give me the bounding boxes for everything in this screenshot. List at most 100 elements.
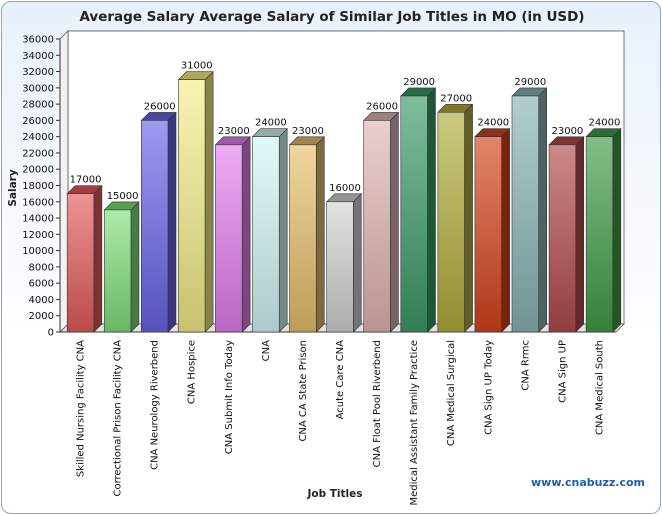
- bar-value-label: 23000: [218, 126, 250, 137]
- x-tick-label: CNA Sign UP Today: [483, 340, 494, 435]
- bar-value-label: 16000: [329, 183, 361, 194]
- bar-front: [252, 136, 280, 333]
- y-tick-label: 36000: [22, 35, 54, 46]
- bar: [140, 111, 177, 333]
- bar-front: [178, 79, 206, 333]
- bar-front: [215, 144, 243, 333]
- x-tick-label: Medical Assistant Family Practice: [409, 340, 420, 506]
- bar-front: [585, 136, 614, 333]
- y-tick-label: 16000: [22, 197, 54, 208]
- x-axis-ticks: Skilled Nursing Facility CNA Correctional…: [76, 340, 606, 506]
- bars-group: [66, 70, 622, 333]
- bar-value-label: 17000: [70, 175, 102, 186]
- y-tick-label: 34000: [22, 51, 54, 62]
- y-tick-label: 8000: [29, 262, 54, 273]
- x-tick-label: CNA Submit Info Today: [224, 340, 235, 454]
- bar-value-label: 26000: [144, 101, 176, 112]
- y-tick-label: 22000: [22, 148, 54, 159]
- bar: [548, 136, 585, 333]
- bar-value-label: 23000: [551, 126, 583, 137]
- bar-side: [93, 184, 103, 333]
- x-tick-label: CNA Rrmc: [520, 340, 531, 391]
- y-tick-label: 20000: [22, 165, 54, 176]
- y-tick-label: 18000: [22, 181, 54, 192]
- bar: [325, 193, 363, 333]
- x-tick-label: CNA: [261, 340, 272, 361]
- x-tick-label: CNA Float Pool Riverbend: [372, 340, 383, 467]
- y-tick-label: 26000: [22, 116, 54, 127]
- bar-side: [130, 201, 140, 333]
- bar: [214, 136, 251, 333]
- chart-title: Average Salary Average Salary of Similar…: [79, 9, 584, 25]
- bar-side: [464, 103, 473, 333]
- bar-side: [538, 87, 547, 333]
- x-axis-label: Job Titles: [306, 488, 362, 500]
- bar-value-label: 24000: [255, 118, 287, 129]
- bar: [437, 103, 474, 333]
- bar-side: [390, 111, 399, 333]
- bar: [66, 184, 103, 333]
- bar: [400, 87, 437, 333]
- bar: [511, 87, 548, 333]
- y-tick-label: 4000: [29, 295, 54, 306]
- bar-side: [315, 136, 325, 333]
- bar-side: [204, 70, 214, 333]
- bar-value-label: 27000: [440, 93, 472, 104]
- bar: [103, 201, 140, 333]
- bar-front: [103, 209, 132, 333]
- x-tick-label: Correctional Prison Facility CNA: [113, 340, 124, 497]
- y-tick-label: 28000: [22, 100, 54, 111]
- bar-value-label: 31000: [181, 61, 213, 72]
- bar-front: [289, 144, 317, 333]
- bar-value-label: 29000: [514, 77, 546, 88]
- x-tick-label: CNA Neurology Riverbend: [150, 340, 161, 470]
- x-tick-label: CNA Medical South: [594, 340, 605, 435]
- watermark-link[interactable]: www.cnabuzz.com: [531, 476, 645, 489]
- data-labels: 17000 15000 26000 31000 23000 24000 23000 16000…: [70, 61, 621, 202]
- y-tick-label: 10000: [22, 246, 54, 257]
- bar-value-label: 26000: [366, 101, 398, 112]
- bar: [288, 136, 326, 333]
- y-tick-label: 32000: [22, 67, 54, 78]
- bar-value-label: 15000: [107, 191, 139, 202]
- y-tick-label: 12000: [22, 230, 54, 241]
- bar-front: [437, 111, 465, 333]
- bar-value-label: 24000: [477, 118, 509, 129]
- bar-value-label: 24000: [589, 118, 621, 129]
- x-tick-label: CNA CA State Prison: [298, 340, 309, 442]
- bar-front: [326, 201, 354, 333]
- x-tick-label: Skilled Nursing Facility CNA: [76, 340, 87, 477]
- bar: [362, 111, 400, 333]
- bar-front: [511, 95, 539, 333]
- x-tick-label: CNA Sign UP: [557, 340, 568, 403]
- y-tick-label: 14000: [22, 214, 54, 225]
- bar-front: [141, 120, 169, 333]
- y-axis-label: Salary: [7, 169, 19, 207]
- y-tick-label: 24000: [22, 132, 54, 143]
- bar-side: [241, 136, 251, 333]
- bar-side: [427, 87, 436, 333]
- bar-side: [501, 127, 510, 333]
- bar-side: [278, 127, 288, 333]
- bar: [585, 127, 622, 333]
- y-tick-label: 2000: [29, 311, 54, 322]
- bar-front: [474, 136, 502, 333]
- x-tick-label: Acute Care CNA: [335, 340, 346, 420]
- bar-side: [353, 193, 362, 333]
- y-tick-label: 0: [48, 328, 54, 339]
- bar-front: [363, 120, 391, 333]
- plot-side-wall: [59, 30, 69, 333]
- bar-value-label: 23000: [292, 126, 324, 137]
- y-axis-ticks: 0 2000 4000 6000 8000 10000 12000 14000 16000 180…: [22, 35, 60, 339]
- bar: [474, 127, 511, 333]
- bar-front: [400, 95, 428, 333]
- x-tick-label: CNA Medical Surgical: [446, 340, 457, 446]
- bar-value-label: 29000: [403, 77, 435, 88]
- bar-front: [66, 193, 95, 333]
- bar-side: [167, 111, 177, 333]
- y-tick-label: 30000: [22, 83, 54, 94]
- bar-side: [575, 136, 585, 333]
- bar-front: [548, 144, 577, 333]
